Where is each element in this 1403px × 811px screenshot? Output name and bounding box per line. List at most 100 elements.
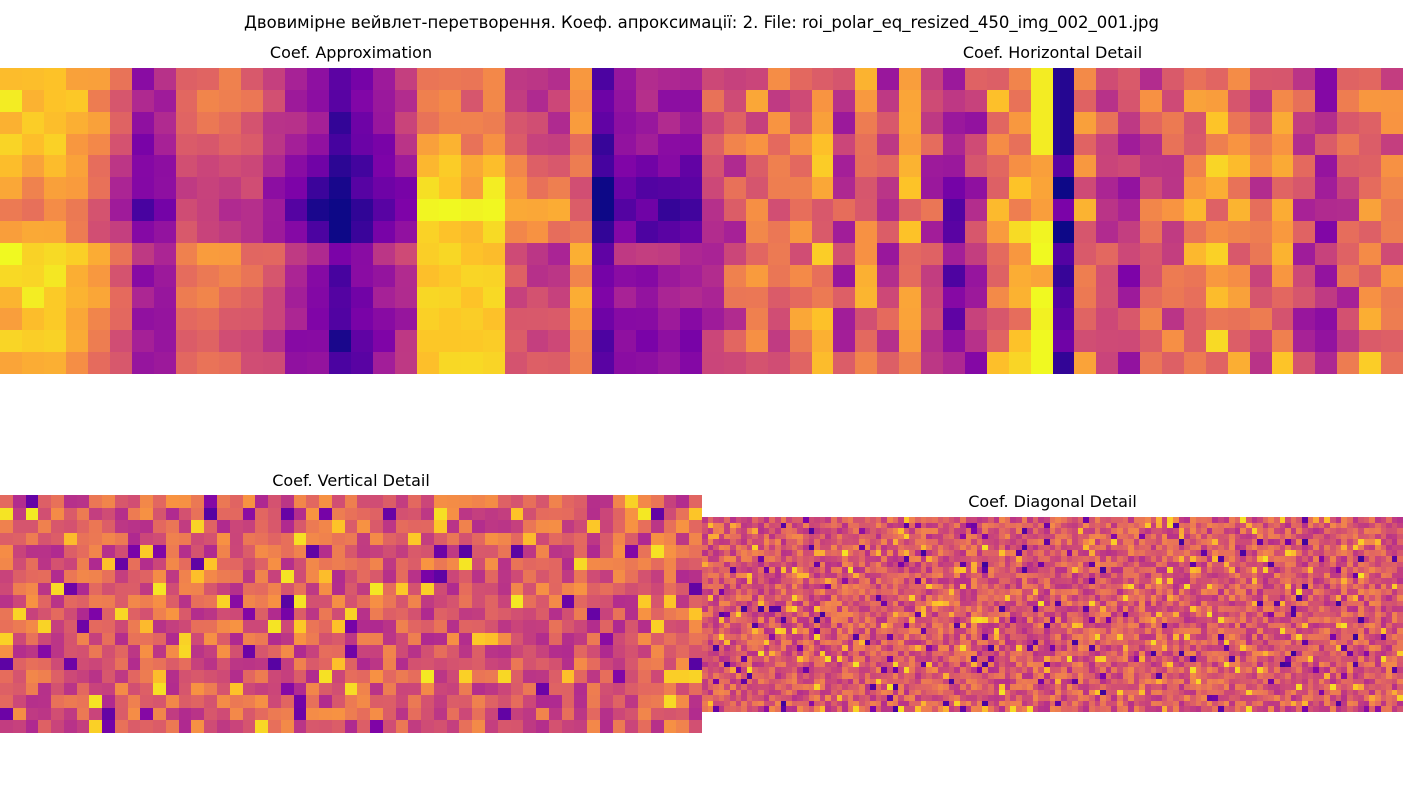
diagonal-detail-cell [1257,517,1264,524]
diagonal-detail-cell [1016,584,1023,590]
diagonal-detail-cell [1167,634,1174,641]
diagonal-detail-cell [820,534,826,540]
diagonal-detail-cell [870,617,877,624]
approximation-cell [176,112,198,135]
diagonal-detail-cell [781,550,787,557]
horizontal-detail-cell [790,134,813,156]
vertical-detail-cell [562,570,575,584]
diagonal-detail-cell [797,606,804,613]
diagonal-detail-cell [915,589,922,596]
diagonal-detail-cell [977,645,983,652]
diagonal-detail-cell [943,651,950,657]
diagonal-detail-cell [724,612,731,618]
vertical-detail-cell [459,658,473,671]
diagonal-detail-cell [1134,528,1140,535]
diagonal-detail-cell [1280,601,1286,607]
diagonal-detail-cell [915,584,922,590]
vertical-detail-cell [383,683,397,696]
diagonal-detail-cell [859,556,866,563]
diagonal-detail-cell [1285,601,1292,607]
diagonal-detail-cell [736,584,742,590]
vertical-detail-cell [319,670,333,684]
vertical-detail-cell [166,608,180,621]
diagonal-detail-cell [954,550,961,557]
horizontal-detail-cell [1206,265,1229,288]
diagonal-detail-cell [926,523,933,529]
diagonal-detail-cell [1308,617,1314,624]
diagonal-detail-cell [814,640,821,646]
diagonal-detail-cell [792,584,798,590]
diagonal-detail-cell [1123,528,1129,535]
vertical-detail-cell [574,620,588,634]
diagonal-detail-cell [1240,556,1247,563]
diagonal-detail-cell [938,595,944,602]
diagonal-detail-cell [1072,623,1079,629]
horizontal-detail-cell [1381,308,1403,331]
diagonal-detail-cell [954,612,961,618]
vertical-detail-cell [383,508,397,521]
approximation-cell [417,177,440,200]
vertical-detail-cell [574,633,588,646]
diagonal-detail-cell [999,545,1006,551]
diagonal-detail-cell [1313,623,1320,629]
approximation-cell [373,330,396,353]
vertical-detail-cell [26,645,39,659]
diagonal-detail-cell [971,578,978,585]
vertical-detail-cell [255,633,269,646]
diagonal-detail-cell [1055,567,1062,574]
diagonal-detail-cell [909,523,916,529]
diagonal-detail-cell [859,645,866,652]
diagonal-detail-cell [1038,528,1045,535]
horizontal-detail-cell [1293,287,1316,309]
diagonal-detail-cell [1151,645,1157,652]
diagonal-detail-cell [977,601,983,607]
vertical-detail-cell [166,583,180,596]
diagonal-detail-cell [736,539,742,546]
diagonal-detail-cell [1285,617,1292,624]
approximation-cell [395,112,418,135]
diagonal-detail-cell [713,589,720,596]
vertical-detail-cell [689,633,702,646]
vertical-detail-cell [0,720,14,733]
diagonal-detail-cell [1072,640,1079,646]
vertical-detail-cell [562,545,575,559]
diagonal-detail-cell [730,651,737,657]
diagonal-detail-cell [1336,623,1342,629]
horizontal-detail-cell [812,243,834,266]
diagonal-detail-cell [803,573,810,579]
diagonal-detail-cell [1083,545,1090,551]
diagonal-detail-cell [1218,550,1225,557]
horizontal-detail-cell [1228,287,1251,309]
diagonal-detail-cell [1145,634,1152,641]
approximation-cell [154,112,177,135]
vertical-detail-cell [38,495,52,509]
diagonal-detail-cell [1145,578,1152,585]
horizontal-detail-cell [702,90,725,113]
diagonal-detail-cell [820,550,826,557]
diagonal-detail-cell [1392,589,1398,596]
diagonal-detail-cell [999,628,1006,635]
vertical-detail-cell [64,695,78,709]
diagonal-detail-cell [1100,617,1107,624]
diagonal-detail-cell [1022,523,1028,529]
diagonal-detail-cell [1319,534,1325,540]
vertical-detail-cell [179,608,192,621]
diagonal-detail-cell [1067,550,1073,557]
approximation-cell [417,90,440,113]
vertical-detail-cell [638,720,652,733]
vertical-detail-cell [511,545,524,559]
horizontal-detail-cell [1381,352,1403,374]
diagonal-detail-cell [921,567,927,574]
vertical-detail-cell [51,708,65,721]
diagonal-detail-cell [747,589,753,596]
horizontal-detail-cell [1031,265,1054,288]
diagonal-detail-cell [814,589,821,596]
diagonal-detail-cell [1336,595,1342,602]
diagonal-detail-cell [713,534,720,540]
diagonal-detail-cell [820,523,826,529]
diagonal-detail-cell [781,651,787,657]
diagonal-detail-cell [1100,534,1107,540]
diagonal-detail-cell [724,595,731,602]
diagonal-detail-cell [1375,567,1382,574]
diagonal-detail-cell [820,578,826,585]
